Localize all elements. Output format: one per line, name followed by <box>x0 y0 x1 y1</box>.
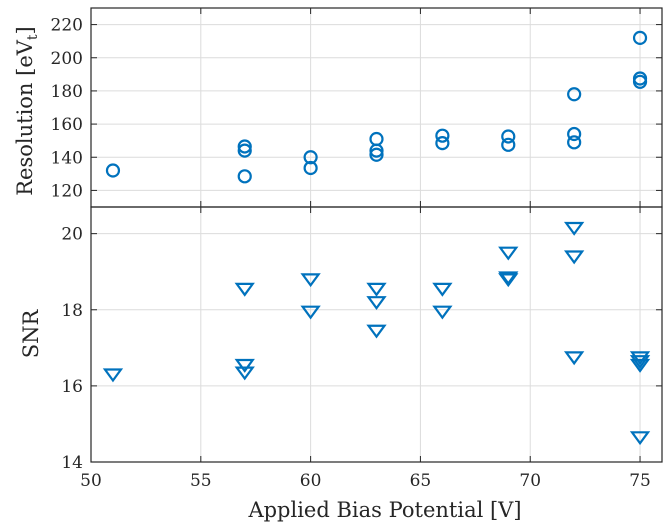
resolution-point <box>567 126 582 142</box>
x-tick-label: 55 <box>190 471 212 491</box>
resolution-axis-label: Resolution [eVt] <box>13 26 41 196</box>
snr-axis-label: SNR <box>19 309 43 359</box>
resolution-point <box>105 163 121 178</box>
snr-panel: 14 16 18 20 <box>61 206 663 473</box>
resolution-plot-frame <box>90 7 663 208</box>
snr-point <box>300 305 321 320</box>
snr-y-tick-label: 18 <box>61 301 83 321</box>
resolution-axis-label-close: ] <box>13 26 37 34</box>
resolution-point <box>303 160 318 176</box>
resolution-panel: 120 140 160 180 200 220 <box>51 7 663 208</box>
snr-point <box>629 358 651 373</box>
resolution-point <box>435 136 450 151</box>
snr-point <box>234 366 255 381</box>
resolution-point <box>567 135 582 150</box>
snr-point <box>234 358 255 373</box>
snr-point <box>498 273 519 288</box>
snr-point <box>366 324 387 339</box>
resolution-point <box>369 147 384 162</box>
resolution-point <box>632 30 648 45</box>
resolution-y-tick-label: 180 <box>51 82 83 102</box>
snr-point <box>234 282 255 297</box>
resolution-y-tick-label: 140 <box>51 148 83 168</box>
resolution-point <box>237 169 252 184</box>
resolution-y-tick-label: 160 <box>51 115 83 135</box>
resolution-y-tick-label: 200 <box>51 49 83 69</box>
resolution-point <box>369 131 384 147</box>
x-axis-label: Applied Bias Potential [V] <box>247 498 521 522</box>
snr-point <box>629 351 651 366</box>
snr-point <box>498 246 519 261</box>
resolution-point <box>435 128 450 143</box>
snr-y-tick-label: 16 <box>61 377 83 397</box>
snr-point <box>102 368 124 383</box>
x-tick-label: 65 <box>410 471 432 491</box>
snr-point <box>366 296 387 311</box>
snr-y-tick-label: 20 <box>61 225 83 245</box>
x-axis: 50 55 60 65 70 75 <box>80 471 651 491</box>
snr-y-tick-label: 14 <box>61 453 83 473</box>
snr-point <box>629 431 651 446</box>
resolution-axis-label-subscript: t <box>25 34 41 40</box>
resolution-point <box>632 71 648 86</box>
x-tick-label: 70 <box>519 471 541 491</box>
resolution-y-tick-label: 120 <box>51 181 83 201</box>
x-tick-label: 75 <box>629 471 651 491</box>
resolution-y-tick-label: 220 <box>51 16 83 36</box>
snr-plot-frame <box>90 206 663 463</box>
resolution-point <box>501 129 516 144</box>
resolution-point <box>501 137 516 152</box>
resolution-point <box>237 139 252 154</box>
snr-point <box>432 305 453 320</box>
snr-point <box>366 282 387 297</box>
snr-point <box>629 355 651 370</box>
resolution-point <box>237 143 252 158</box>
snr-point <box>300 273 321 288</box>
snr-point <box>563 221 585 236</box>
resolution-axis-label-main: Resolution [eV <box>13 39 37 196</box>
snr-point <box>563 250 585 265</box>
snr-point <box>563 351 585 366</box>
x-tick-label: 60 <box>300 471 322 491</box>
x-tick-label: 50 <box>80 471 102 491</box>
snr-point <box>498 271 519 286</box>
resolution-point <box>303 150 318 165</box>
resolution-point <box>567 87 582 102</box>
snr-point <box>432 282 453 297</box>
